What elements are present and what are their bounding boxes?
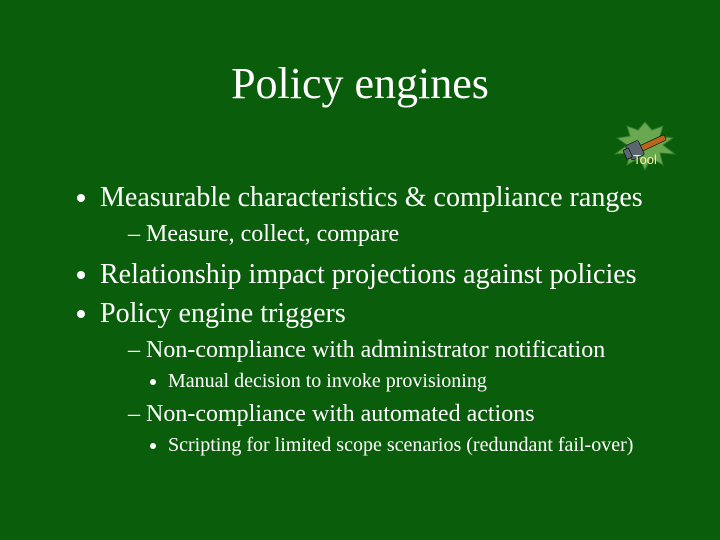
bullet-list-level3: Manual decision to invoke provisioning [128,368,680,394]
slide: Policy engines Tool Measurable character… [0,0,720,540]
bullet-list-level1: Measurable characteristics & compliance … [70,180,680,459]
bullet-text: Policy engine triggers [100,298,346,329]
bullet-list-level2: Measure, collect, compare [100,219,680,251]
bullet-text: Non-compliance with administrator notifi… [146,337,605,363]
bullet-l1: Policy engine triggers Non-compliance wi… [100,296,680,459]
slide-title: Policy engines [0,58,720,109]
bullet-text: Relationship impact projections against … [100,259,637,290]
bullet-l2: Non-compliance with administrator notifi… [128,335,680,395]
bullet-l2: Measure, collect, compare [128,219,680,251]
bullet-text: Measure, collect, compare [146,221,399,247]
bullet-l3: Manual decision to invoke provisioning [168,368,680,394]
bullet-text: Non-compliance with automated actions [146,401,535,427]
tool-label: Tool [605,152,685,167]
bullet-l1: Measurable characteristics & compliance … [100,180,680,251]
bullet-l2: Non-compliance with automated actions Sc… [128,399,680,459]
slide-body: Measurable characteristics & compliance … [70,180,680,465]
bullet-text: Manual decision to invoke provisioning [168,370,487,392]
bullet-text: Scripting for limited scope scenarios (r… [168,434,633,456]
bullet-l1: Relationship impact projections against … [100,257,680,294]
bullet-text: Measurable characteristics & compliance … [100,182,643,213]
bullet-list-level3: Scripting for limited scope scenarios (r… [128,432,680,458]
bullet-list-level2: Non-compliance with administrator notifi… [100,335,680,459]
bullet-l3: Scripting for limited scope scenarios (r… [168,432,680,458]
